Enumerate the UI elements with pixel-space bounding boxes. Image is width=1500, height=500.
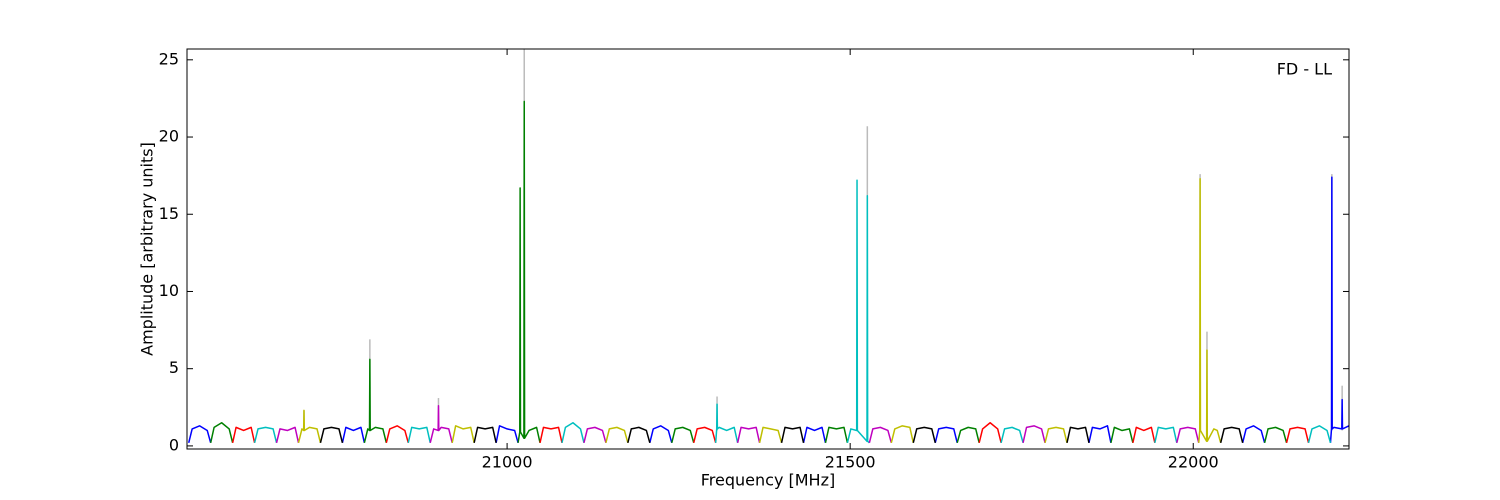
series-line bbox=[758, 426, 783, 444]
series-line bbox=[209, 422, 234, 443]
y-tick-label: 5 bbox=[169, 358, 179, 377]
series-line bbox=[429, 405, 453, 443]
series-line bbox=[780, 426, 805, 443]
y-tick-label: 15 bbox=[159, 204, 179, 223]
series-line bbox=[187, 425, 212, 444]
series-line bbox=[275, 426, 300, 443]
series-line bbox=[473, 426, 497, 443]
series-line bbox=[605, 426, 629, 444]
series-line bbox=[1285, 426, 1310, 443]
series-line bbox=[627, 426, 651, 444]
series-line bbox=[1197, 177, 1222, 444]
y-tick-label: 25 bbox=[159, 49, 179, 68]
series-line bbox=[539, 426, 563, 443]
series-line bbox=[1000, 426, 1024, 444]
series-line bbox=[1176, 426, 1200, 443]
series-line bbox=[363, 358, 388, 443]
series-line bbox=[1154, 426, 1178, 443]
x-tick-label: 22000 bbox=[1168, 453, 1219, 472]
series-line bbox=[1022, 425, 1046, 443]
series-line bbox=[583, 426, 607, 444]
series-line bbox=[297, 409, 322, 443]
series-line bbox=[1329, 176, 1349, 443]
series-line bbox=[912, 426, 936, 443]
plot-area bbox=[187, 49, 1349, 444]
y-tick-label: 20 bbox=[159, 127, 179, 146]
series-line bbox=[1307, 425, 1332, 444]
series-line bbox=[868, 426, 893, 444]
series-line bbox=[978, 422, 1002, 443]
series-line bbox=[1110, 426, 1134, 443]
series-line bbox=[934, 426, 958, 443]
series-line bbox=[890, 425, 915, 443]
series-line bbox=[1241, 425, 1266, 444]
series-line bbox=[231, 426, 256, 443]
annotation: FD - LL bbox=[1277, 60, 1332, 79]
series-line bbox=[802, 426, 827, 443]
series-line bbox=[1088, 425, 1112, 443]
y-tick-label: 0 bbox=[169, 435, 179, 454]
series-line bbox=[1219, 426, 1244, 443]
x-tick-label: 21000 bbox=[482, 453, 533, 472]
series-line bbox=[253, 426, 278, 443]
series-line bbox=[517, 100, 541, 443]
series-line bbox=[956, 426, 980, 444]
series-line bbox=[495, 425, 519, 444]
series-line bbox=[407, 426, 431, 443]
x-axis-label: Frequency [MHz] bbox=[701, 471, 835, 490]
series-line bbox=[1066, 426, 1090, 443]
series-line bbox=[341, 426, 366, 443]
series-line bbox=[846, 179, 870, 444]
series-line bbox=[1132, 426, 1156, 443]
y-tick-label: 10 bbox=[159, 281, 179, 300]
series-line bbox=[1263, 426, 1288, 444]
x-tick-label: 21500 bbox=[825, 453, 876, 472]
series-line bbox=[1044, 426, 1068, 444]
series-line bbox=[561, 422, 585, 443]
series-line bbox=[319, 426, 344, 443]
series-line bbox=[736, 426, 761, 443]
axes-frame bbox=[186, 48, 1350, 450]
series-line bbox=[692, 426, 717, 444]
series-line bbox=[671, 426, 695, 444]
series-line bbox=[385, 425, 410, 444]
series-line bbox=[649, 425, 673, 444]
series-line bbox=[714, 403, 739, 443]
series-line bbox=[824, 426, 849, 443]
series-line bbox=[451, 425, 475, 443]
y-axis-label: Amplitude [arbitrary units] bbox=[138, 142, 157, 356]
